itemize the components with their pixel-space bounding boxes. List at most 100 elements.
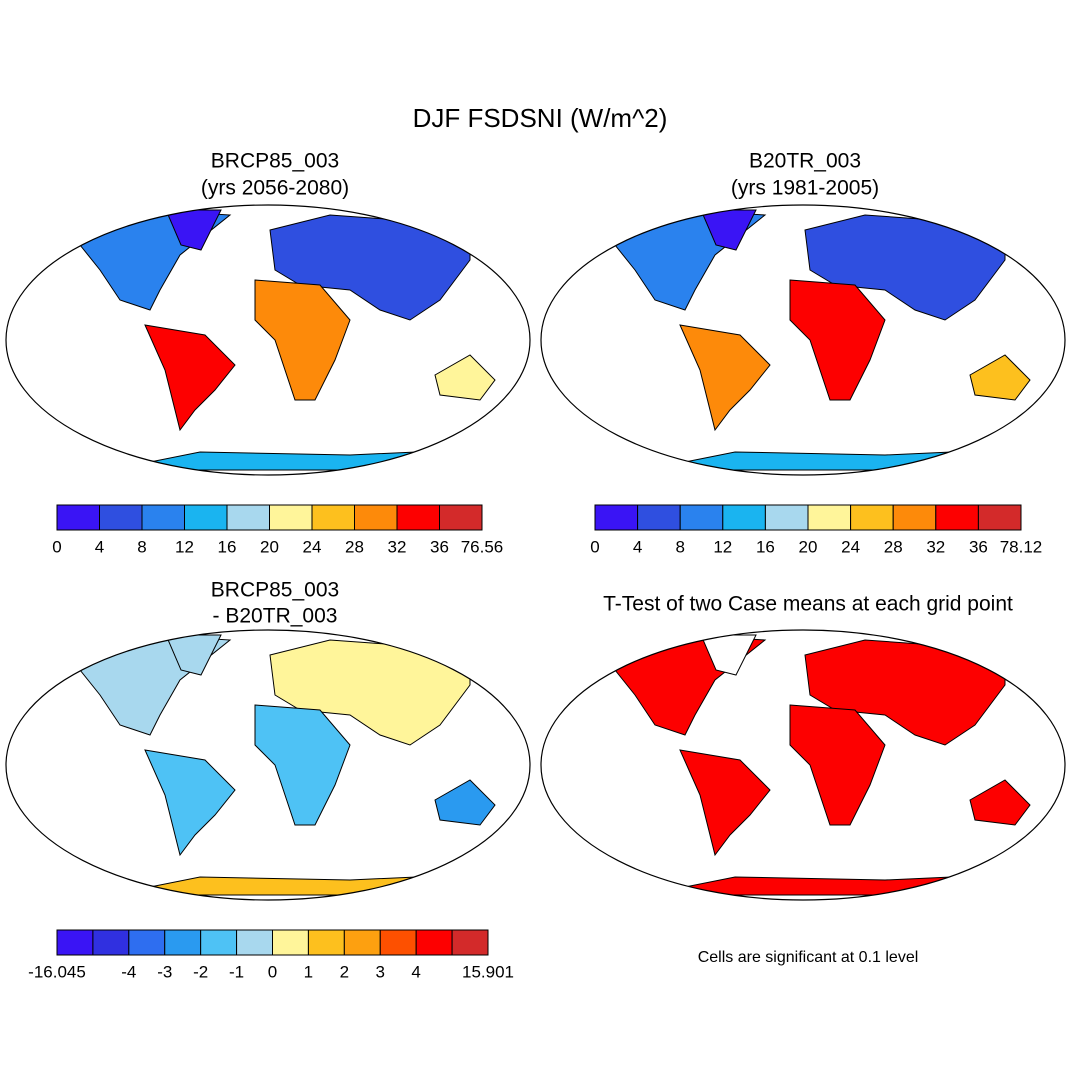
colorbar-box — [311, 504, 355, 531]
panel-subtitle: (yrs 2056-2080) — [201, 177, 349, 200]
colorbar-label: 24 — [841, 537, 860, 556]
panel-note: Cells are significant at 0.1 level — [698, 949, 919, 966]
colorbar-label: 0 — [590, 537, 599, 556]
colorbar-box — [415, 929, 453, 956]
colorbar-label: 4 — [411, 962, 420, 981]
land — [969, 354, 1031, 401]
colorbar-label: 4 — [95, 537, 104, 556]
land — [700, 634, 757, 676]
colorbar-box — [343, 929, 381, 956]
colorbar-label: 8 — [137, 537, 146, 556]
land-group — [69, 209, 496, 471]
colorbar-box — [379, 929, 417, 956]
land — [434, 354, 496, 401]
colorbar-box — [307, 929, 345, 956]
land — [144, 324, 236, 432]
colorbar-label: 20 — [799, 537, 818, 556]
colorbar-box — [850, 504, 894, 531]
land — [165, 209, 222, 251]
land — [700, 209, 757, 251]
colorbar-box — [396, 504, 440, 531]
colorbar-label: 32 — [388, 537, 407, 556]
colorbar-label: 4 — [633, 537, 642, 556]
map-border — [540, 629, 1066, 901]
land — [789, 704, 886, 826]
colorbar-box — [200, 929, 238, 956]
land — [969, 779, 1031, 826]
land — [254, 704, 351, 826]
panel-subtitle: - B20TR_003 — [213, 605, 338, 628]
map-border — [540, 204, 1066, 476]
map — [540, 204, 1066, 476]
colorbar-box — [99, 504, 143, 531]
colorbar-box — [128, 929, 166, 956]
colorbar-label: 76.56 — [461, 537, 504, 556]
colorbar-box — [892, 504, 937, 531]
colorbar-label: 36 — [969, 537, 988, 556]
colorbar-label: 0 — [268, 962, 277, 981]
colorbar-label: 78.12 — [1000, 537, 1043, 556]
colorbar-label: 16 — [218, 537, 237, 556]
map-border — [5, 204, 531, 476]
map — [5, 204, 531, 476]
colorbar-label: 12 — [713, 537, 732, 556]
colorbar-box — [272, 929, 309, 956]
colorbar-box — [679, 504, 724, 531]
colorbar-label: 24 — [303, 537, 322, 556]
colorbar-box — [439, 504, 483, 531]
colorbar-box — [451, 929, 489, 956]
colorbar-label: -3 — [157, 962, 172, 981]
colorbar-label: 28 — [345, 537, 364, 556]
colorbar-label: 20 — [260, 537, 279, 556]
land — [789, 279, 886, 401]
colorbar-box — [722, 504, 766, 531]
colorbar-label: 8 — [675, 537, 684, 556]
colorbar-label: 0 — [52, 537, 61, 556]
figure-title: DJF FSDSNI (W/m^2) — [413, 103, 668, 133]
land — [679, 749, 771, 857]
colorbar-label: 28 — [884, 537, 903, 556]
panel-subtitle: (yrs 1981-2005) — [731, 177, 879, 200]
colorbar-label: 36 — [430, 537, 449, 556]
colorbar-label: 3 — [376, 962, 385, 981]
colorbar-box — [92, 929, 130, 956]
colorbar-label: 1 — [304, 962, 313, 981]
map-border — [5, 629, 531, 901]
colorbar-box — [164, 929, 202, 956]
colorbar-box — [236, 929, 273, 956]
colorbar-box — [354, 504, 398, 531]
colorbar-label: -16.045 — [28, 962, 86, 981]
colorbar-label: 32 — [926, 537, 945, 556]
land — [144, 749, 236, 857]
panel-title: B20TR_003 — [749, 150, 861, 173]
colorbar-box — [637, 504, 681, 531]
colorbar-box — [935, 504, 979, 531]
land — [254, 279, 351, 401]
colorbar-label: 12 — [175, 537, 194, 556]
colorbar-box — [269, 504, 313, 531]
land — [679, 324, 771, 432]
colorbar-box — [807, 504, 852, 531]
land-group — [604, 209, 1031, 471]
colorbar-box — [594, 504, 639, 531]
colorbar-box — [764, 504, 809, 531]
colorbar-box — [141, 504, 185, 531]
colorbar-box — [56, 504, 100, 531]
colorbar-label: -1 — [229, 962, 244, 981]
colorbar-box — [226, 504, 270, 531]
colorbar-label: -4 — [121, 962, 136, 981]
colorbar-label: 15.901 — [462, 962, 514, 981]
colorbar-box — [56, 929, 94, 956]
land — [165, 634, 222, 676]
colorbar-label: 2 — [340, 962, 349, 981]
panel-title: BRCP85_003 — [211, 150, 339, 173]
panel-title: T-Test of two Case means at each grid po… — [603, 593, 1013, 616]
panel-title: BRCP85_003 — [211, 579, 339, 602]
colorbar-box — [184, 504, 228, 531]
colorbar-label: 16 — [756, 537, 775, 556]
colorbar-box — [977, 504, 1022, 531]
colorbar-label: -2 — [193, 962, 208, 981]
land — [434, 779, 496, 826]
